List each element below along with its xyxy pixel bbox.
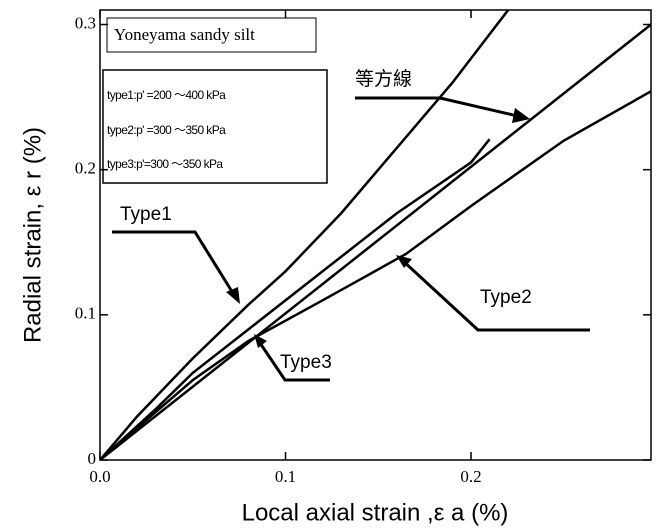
series-line xyxy=(100,138,491,460)
series-line xyxy=(100,23,651,460)
series-label: 等方線 xyxy=(355,68,412,90)
series-label: Type1 xyxy=(120,204,172,225)
chart-title: Yoneyama sandy silt xyxy=(114,25,255,44)
y-axis-label: Radial strain, ε r (%) xyxy=(19,127,46,343)
arrow-head xyxy=(512,108,530,123)
series-label: Type2 xyxy=(480,287,532,308)
series-line xyxy=(100,10,510,460)
y-tick-label: 0 xyxy=(88,449,97,468)
x-axis-label: Local axial strain ,ε a (%) xyxy=(242,499,509,526)
legend-box xyxy=(102,69,328,184)
arrow xyxy=(256,339,330,382)
y-tick-label: 0.3 xyxy=(75,13,96,32)
legend-line: type3:p'=300 ～350 kPa xyxy=(107,157,223,171)
x-tick-label: 0.1 xyxy=(275,467,296,486)
arrow xyxy=(400,258,590,332)
arrow-head xyxy=(226,287,240,304)
y-tick-label: 0.2 xyxy=(75,159,96,178)
series-line xyxy=(100,90,651,460)
arrow xyxy=(112,230,238,299)
plot-frame xyxy=(99,9,652,461)
x-tick-label: 0.0 xyxy=(89,467,110,486)
y-tick-label: 0.1 xyxy=(75,304,96,323)
legend-line: type1:p' =200 ～400 kPa xyxy=(107,88,226,102)
series-label: Type3 xyxy=(280,352,332,373)
title-box xyxy=(106,17,317,53)
x-tick-label: 0.2 xyxy=(460,467,481,486)
legend-line: type2:p' =300 ～350 kPa xyxy=(107,123,226,137)
